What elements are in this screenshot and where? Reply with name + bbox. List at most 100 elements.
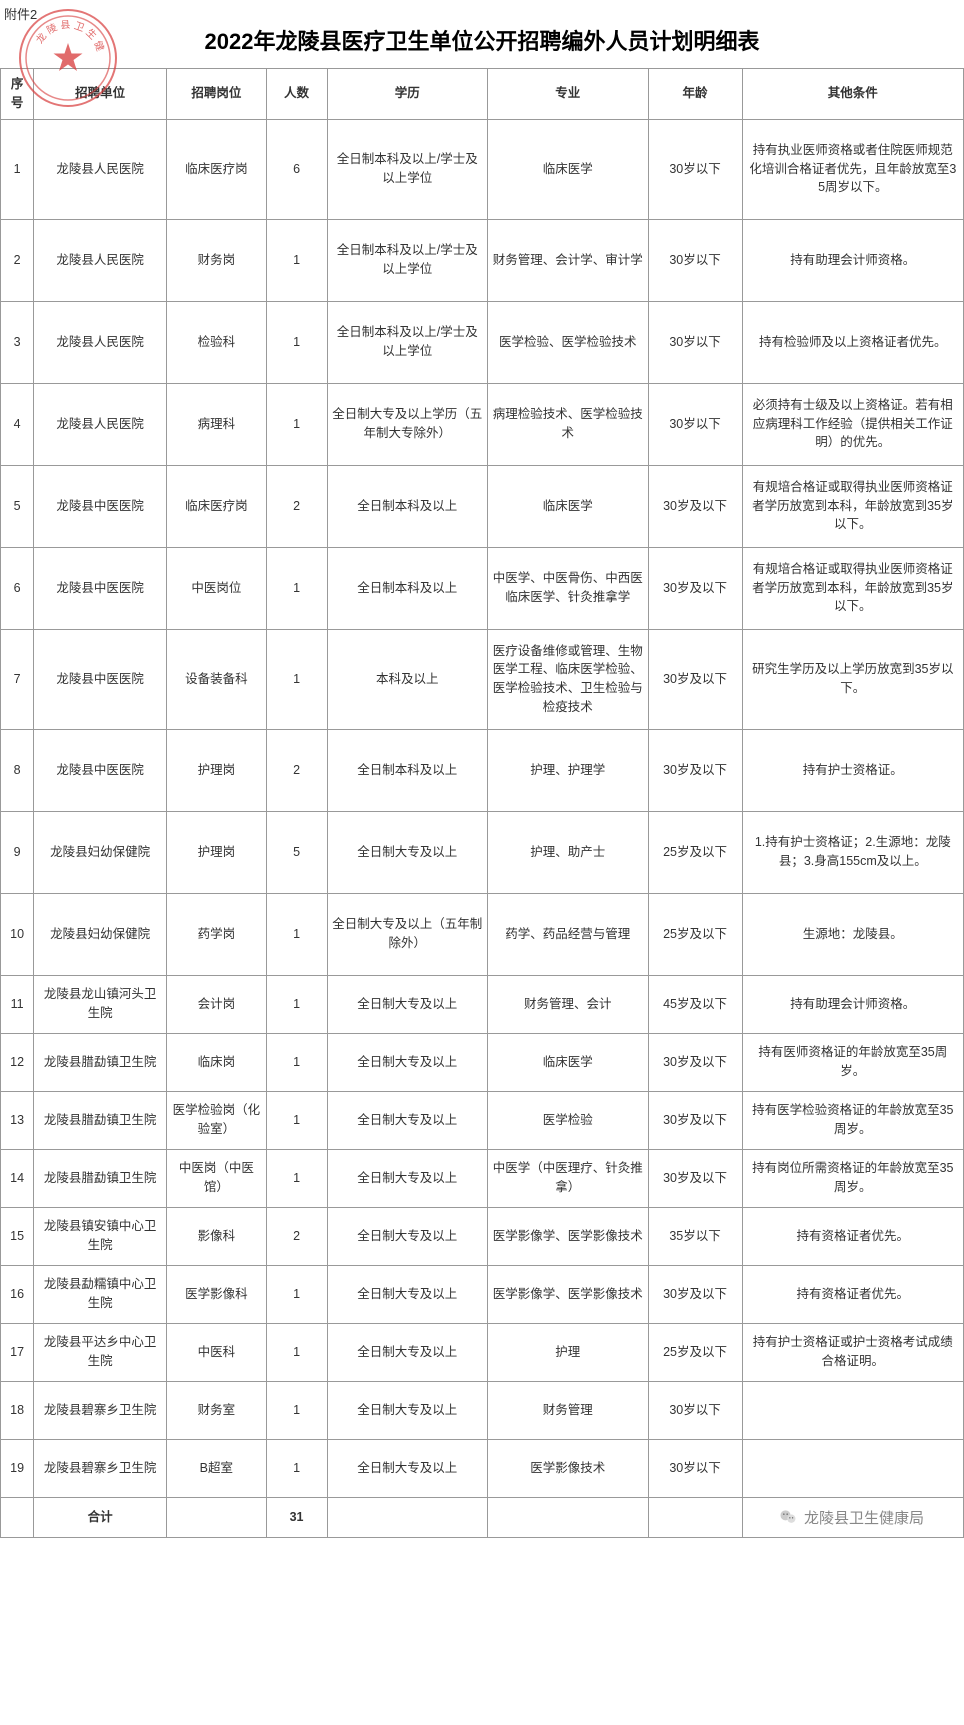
cell-unit: 龙陵县中医医院 xyxy=(34,465,167,547)
cell-other: 持有执业医师资格或者住院医师规范化培训合格证者优先，且年龄放宽至35周岁以下。 xyxy=(742,119,963,219)
cell-major: 医学检验、医学检验技术 xyxy=(488,301,649,383)
cell-major: 财务管理 xyxy=(488,1381,649,1439)
cell-major: 医学影像学、医学影像技术 xyxy=(488,1207,649,1265)
wechat-icon xyxy=(778,1507,798,1527)
cell-idx: 17 xyxy=(1,1323,34,1381)
cell-age: 30岁以下 xyxy=(648,301,742,383)
cell-num: 1 xyxy=(266,629,327,729)
cell-major: 病理检验技术、医学检验技术 xyxy=(488,383,649,465)
cell-edu: 本科及以上 xyxy=(327,629,488,729)
cell-edu: 全日制本科及以上 xyxy=(327,547,488,629)
cell-age: 30岁及以下 xyxy=(648,1149,742,1207)
cell-other: 持有医师资格证的年龄放宽至35周岁。 xyxy=(742,1033,963,1091)
cell-edu: 全日制大专及以上 xyxy=(327,1265,488,1323)
cell-major: 临床医学 xyxy=(488,465,649,547)
cell-unit: 龙陵县中医医院 xyxy=(34,629,167,729)
cell-age: 25岁及以下 xyxy=(648,811,742,893)
cell-other: 有规培合格证或取得执业医师资格证者学历放宽到本科，年龄放宽到35岁以下。 xyxy=(742,547,963,629)
table-row: 3龙陵县人民医院检验科1全日制本科及以上/学士及以上学位医学检验、医学检验技术3… xyxy=(1,301,964,383)
cell-major: 护理、护理学 xyxy=(488,729,649,811)
cell-edu: 全日制大专及以上（五年制除外） xyxy=(327,893,488,975)
cell-age: 30岁及以下 xyxy=(648,1091,742,1149)
cell-major: 中医学（中医理疗、针灸推拿） xyxy=(488,1149,649,1207)
cell-unit: 龙陵县妇幼保健院 xyxy=(34,893,167,975)
cell-post: 医学检验岗（化验室） xyxy=(167,1091,267,1149)
cell-other: 持有资格证者优先。 xyxy=(742,1207,963,1265)
cell-post: 护理岗 xyxy=(167,811,267,893)
cell-age: 30岁以下 xyxy=(648,119,742,219)
col-header-age: 年龄 xyxy=(648,69,742,120)
table-row: 4龙陵县人民医院病理科1全日制大专及以上学历（五年制大专除外）病理检验技术、医学… xyxy=(1,383,964,465)
cell-num: 1 xyxy=(266,383,327,465)
cell-major: 医学影像学、医学影像技术 xyxy=(488,1265,649,1323)
cell-idx: 1 xyxy=(1,119,34,219)
cell-age: 30岁以下 xyxy=(648,219,742,301)
cell-unit: 龙陵县人民医院 xyxy=(34,383,167,465)
table-row: 8龙陵县中医医院护理岗2全日制本科及以上护理、护理学30岁及以下持有护士资格证。 xyxy=(1,729,964,811)
cell-edu: 全日制大专及以上 xyxy=(327,975,488,1033)
cell-major: 护理 xyxy=(488,1323,649,1381)
table-row: 6龙陵县中医医院中医岗位1全日制本科及以上中医学、中医骨伤、中西医临床医学、针灸… xyxy=(1,547,964,629)
cell-post: 财务室 xyxy=(167,1381,267,1439)
cell-post: 影像科 xyxy=(167,1207,267,1265)
cell-num: 1 xyxy=(266,1381,327,1439)
cell-unit: 龙陵县人民医院 xyxy=(34,301,167,383)
cell-post: 药学岗 xyxy=(167,893,267,975)
table-row: 12龙陵县腊勐镇卫生院临床岗1全日制大专及以上临床医学30岁及以下持有医师资格证… xyxy=(1,1033,964,1091)
cell-unit: 龙陵县妇幼保健院 xyxy=(34,811,167,893)
cell-post: B超室 xyxy=(167,1439,267,1497)
cell-major: 临床医学 xyxy=(488,1033,649,1091)
cell-post: 中医岗位 xyxy=(167,547,267,629)
cell-post: 临床医疗岗 xyxy=(167,119,267,219)
cell-edu: 全日制本科及以上/学士及以上学位 xyxy=(327,119,488,219)
cell-age: 25岁及以下 xyxy=(648,893,742,975)
table-row: 14龙陵县腊勐镇卫生院中医岗（中医馆）1全日制大专及以上中医学（中医理疗、针灸推… xyxy=(1,1149,964,1207)
cell-age: 30岁及以下 xyxy=(648,465,742,547)
cell-major: 临床医学 xyxy=(488,119,649,219)
cell-other: 持有护士资格证或护士资格考试成绩合格证明。 xyxy=(742,1323,963,1381)
cell-other: 1.持有护士资格证；2.生源地：龙陵县；3.身高155cm及以上。 xyxy=(742,811,963,893)
cell-idx: 13 xyxy=(1,1091,34,1149)
cell-major: 护理、助产士 xyxy=(488,811,649,893)
table-row: 13龙陵县腊勐镇卫生院医学检验岗（化验室）1全日制大专及以上医学检验30岁及以下… xyxy=(1,1091,964,1149)
table-row: 15龙陵县镇安镇中心卫生院影像科2全日制大专及以上医学影像学、医学影像技术35岁… xyxy=(1,1207,964,1265)
cell-idx: 18 xyxy=(1,1381,34,1439)
cell-num: 1 xyxy=(266,1265,327,1323)
footer-source-text: 龙陵县卫生健康局 xyxy=(804,1507,924,1528)
table-row: 10龙陵县妇幼保健院药学岗1全日制大专及以上（五年制除外）药学、药品经营与管理2… xyxy=(1,893,964,975)
cell-age: 30岁及以下 xyxy=(648,629,742,729)
svg-text:龙 陵 县 卫 生 健 康: 龙 陵 县 卫 生 健 康 xyxy=(18,8,106,55)
cell-idx: 15 xyxy=(1,1207,34,1265)
cell-major: 财务管理、会计学、审计学 xyxy=(488,219,649,301)
cell-age: 30岁及以下 xyxy=(648,729,742,811)
cell-age: 25岁及以下 xyxy=(648,1323,742,1381)
cell-edu: 全日制本科及以上 xyxy=(327,465,488,547)
cell-other: 持有助理会计师资格。 xyxy=(742,975,963,1033)
cell-unit: 龙陵县碧寨乡卫生院 xyxy=(34,1439,167,1497)
table-row: 1龙陵县人民医院临床医疗岗6全日制本科及以上/学士及以上学位临床医学30岁以下持… xyxy=(1,119,964,219)
recruitment-table: 序号 招聘单位 招聘岗位 人数 学历 专业 年龄 其他条件 1龙陵县人民医院临床… xyxy=(0,68,964,1538)
cell-major: 医疗设备维修或管理、生物医学工程、临床医学检验、医学检验技术、卫生检验与检疫技术 xyxy=(488,629,649,729)
table-row: 7龙陵县中医医院设备装备科1本科及以上医疗设备维修或管理、生物医学工程、临床医学… xyxy=(1,629,964,729)
cell-idx: 12 xyxy=(1,1033,34,1091)
cell-post: 病理科 xyxy=(167,383,267,465)
cell-edu: 全日制大专及以上 xyxy=(327,1091,488,1149)
total-label: 合计 xyxy=(34,1497,167,1537)
cell-unit: 龙陵县腊勐镇卫生院 xyxy=(34,1149,167,1207)
cell-idx: 7 xyxy=(1,629,34,729)
cell-major: 中医学、中医骨伤、中西医临床医学、针灸推拿学 xyxy=(488,547,649,629)
cell-edu: 全日制本科及以上/学士及以上学位 xyxy=(327,301,488,383)
col-header-count: 人数 xyxy=(266,69,327,120)
col-header-education: 学历 xyxy=(327,69,488,120)
cell-post: 财务岗 xyxy=(167,219,267,301)
cell-num: 1 xyxy=(266,1149,327,1207)
cell-num: 2 xyxy=(266,465,327,547)
cell-num: 1 xyxy=(266,1323,327,1381)
cell-unit: 龙陵县碧寨乡卫生院 xyxy=(34,1381,167,1439)
cell-post: 临床岗 xyxy=(167,1033,267,1091)
table-row: 19龙陵县碧寨乡卫生院B超室1全日制大专及以上医学影像技术30岁以下 xyxy=(1,1439,964,1497)
cell-age: 30岁以下 xyxy=(648,1439,742,1497)
col-header-post: 招聘岗位 xyxy=(167,69,267,120)
cell-major: 药学、药品经营与管理 xyxy=(488,893,649,975)
col-header-major: 专业 xyxy=(488,69,649,120)
